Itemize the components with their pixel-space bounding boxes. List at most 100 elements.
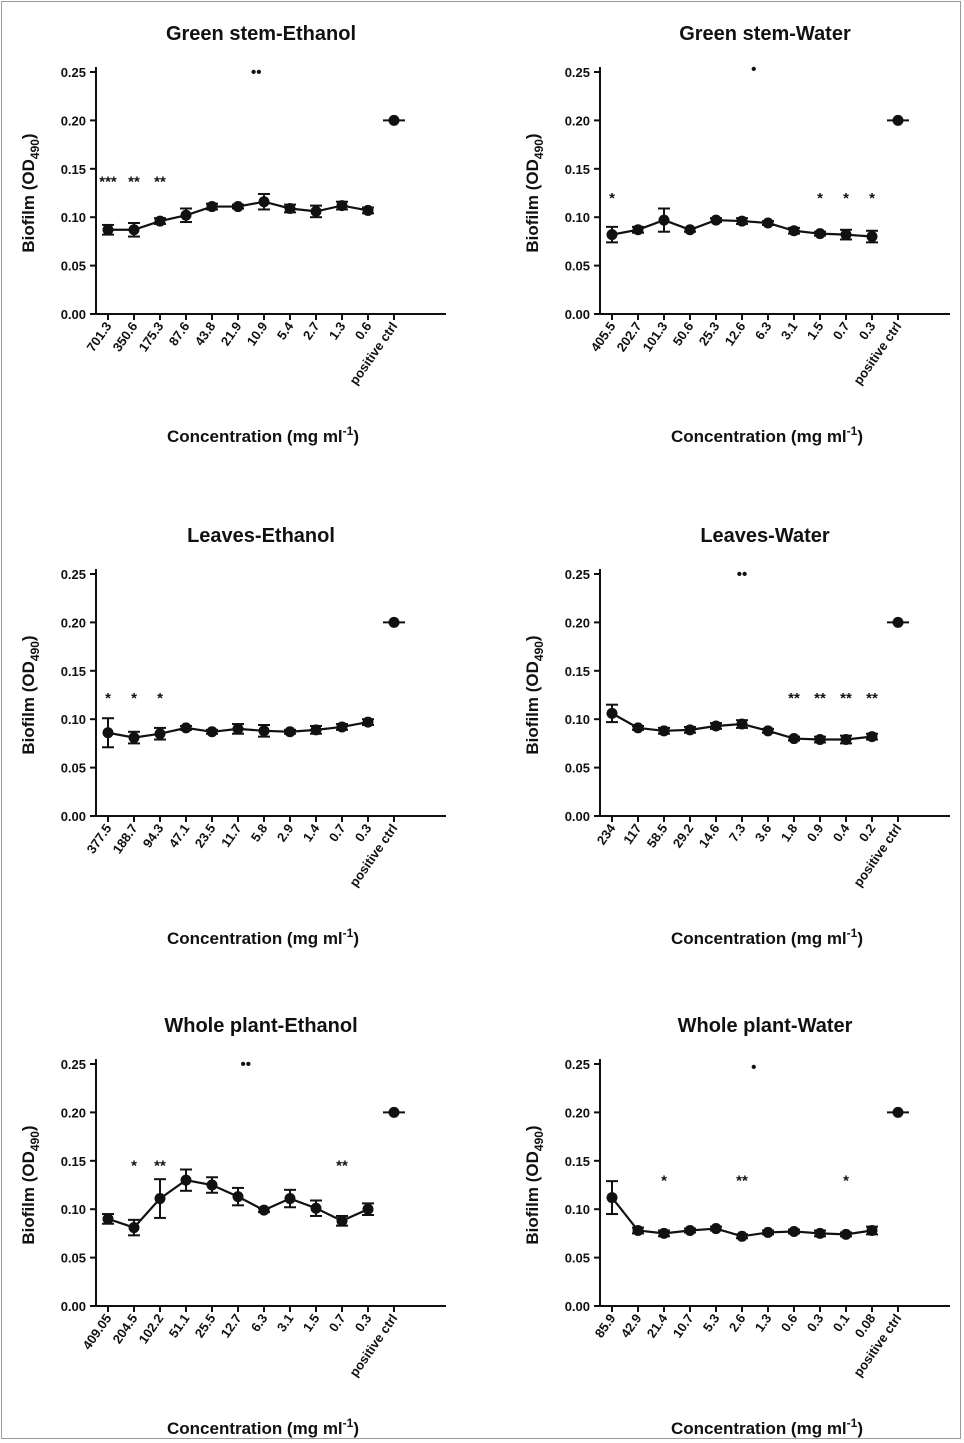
x-axis-label-superscript: -1 [343, 424, 354, 438]
x-tick-label: 1.3 [752, 1311, 775, 1334]
x-axis-label: Concentration (mg ml-1) [671, 1416, 863, 1438]
data-point [336, 200, 348, 212]
x-tick-label: 12.6 [722, 319, 749, 348]
x-tick-label: 94.3 [140, 821, 167, 850]
data-point [762, 725, 774, 737]
data-point [632, 1224, 644, 1236]
chart-panel-5: Whole plant-Ethanol 0.00 0.05 0.10 0.15 0.20 0… [19, 1015, 446, 1438]
data-point [632, 722, 644, 734]
y-tick-label: 0.10 [61, 1202, 86, 1217]
x-axis-label-superscript: -1 [343, 926, 354, 940]
y-tick-label: 0.25 [565, 567, 590, 582]
positive-ctrl-point [892, 1106, 904, 1118]
x-tick-label: 102.2 [136, 1311, 167, 1346]
y-axis-label-subscript: 490 [28, 139, 42, 159]
significance-marker: ** [736, 1172, 748, 1189]
significance-marker: • [751, 1059, 756, 1076]
significance-marker: •• [737, 566, 748, 583]
significance-marker: * [843, 190, 849, 207]
x-axis-label: Concentration (mg ml-1) [671, 926, 863, 948]
x-tick-label: 202.7 [614, 319, 645, 354]
data-point [632, 224, 644, 236]
x-tick-label: 85.9 [592, 1311, 619, 1340]
data-point [154, 215, 166, 227]
x-axis-label-superscript: -1 [847, 1416, 858, 1430]
y-tick-label: 0.20 [61, 615, 86, 630]
x-tick-label: 0.2 [856, 821, 879, 844]
data-point [154, 1193, 166, 1205]
x-axis-label: Concentration (mg ml-1) [167, 926, 359, 948]
x-tick-label: 377.5 [84, 821, 115, 856]
data-point [232, 201, 244, 213]
data-point [814, 734, 826, 746]
y-tick-label: 0.20 [565, 113, 590, 128]
x-tick-label: 0.1 [830, 1311, 853, 1334]
y-tick-label: 0.10 [565, 1202, 590, 1217]
y-tick-label: 0.25 [61, 1057, 86, 1072]
x-tick-label: 1.5 [804, 319, 827, 342]
y-axis-label: Biofilm (OD490) [19, 133, 42, 252]
significance-marker: * [869, 190, 875, 207]
y-tick-label: 0.05 [565, 1251, 590, 1266]
significance-marker: •• [251, 64, 262, 81]
x-axis-label: Concentration (mg ml-1) [671, 424, 863, 446]
significance-marker: * [843, 1172, 849, 1189]
chart-panel-6: Whole plant-Water 0.00 0.05 0.10 0.15 0.20 0.2… [523, 1015, 950, 1438]
data-point [154, 728, 166, 740]
y-tick-label: 0.25 [565, 65, 590, 80]
data-point [788, 1225, 800, 1237]
x-tick-label: 47.1 [166, 821, 193, 850]
significance-marker: •• [241, 1056, 252, 1073]
x-tick-label: 10.9 [244, 319, 271, 348]
y-axis-label-text: Biofilm (OD [523, 1151, 542, 1245]
x-axis-label-text: Concentration (mg ml [167, 929, 343, 948]
data-point [362, 204, 374, 216]
data-point [102, 727, 114, 739]
x-tick-label: 87.6 [166, 319, 193, 348]
x-tick-label: 21.4 [644, 1310, 671, 1340]
data-point [814, 228, 826, 240]
x-tick-label: 43.8 [192, 319, 219, 348]
data-point [814, 1227, 826, 1239]
data-point [658, 1227, 670, 1239]
data-point [180, 1174, 192, 1186]
y-tick-label: 0.15 [61, 1154, 86, 1169]
significance-marker: ** [154, 173, 166, 190]
chart-title: Whole plant-Water [678, 1015, 853, 1037]
data-point [128, 1222, 140, 1234]
y-tick-label: 0.20 [565, 1105, 590, 1120]
data-point [658, 214, 670, 226]
y-tick-label: 0.15 [565, 664, 590, 679]
x-axis-label-tail: ) [353, 929, 359, 948]
x-tick-label: 5.8 [248, 821, 271, 844]
y-axis-label-text: Biofilm (OD [19, 159, 38, 253]
y-axis-label-subscript: 490 [532, 139, 546, 159]
y-axis-label: Biofilm (OD490) [19, 1125, 42, 1244]
x-axis-label-tail: ) [353, 1419, 359, 1438]
y-tick-label: 0.00 [61, 1299, 86, 1314]
data-point [362, 716, 374, 728]
y-tick-label: 0.00 [61, 307, 86, 322]
significance-marker: ** [814, 690, 826, 707]
data-point [102, 224, 114, 236]
x-tick-label: 6.3 [752, 319, 775, 342]
x-tick-label: 0.3 [352, 821, 375, 844]
chart-title: Leaves-Ethanol [187, 525, 335, 547]
chart-panel-3: Leaves-Ethanol 0.00 0.05 0.10 0.15 0.20 0.25 37… [19, 525, 446, 948]
y-axis-label-text: Biofilm (OD [523, 159, 542, 253]
data-point [710, 720, 722, 732]
x-tick-label: 101.3 [640, 319, 671, 354]
y-tick-label: 0.00 [565, 307, 590, 322]
data-point [258, 1204, 270, 1216]
positive-ctrl-point [388, 616, 400, 628]
x-tick-label: 234 [594, 820, 619, 847]
x-tick-label: 409.05 [79, 1311, 114, 1352]
chart-panel-2: Green stem-Water 0.00 0.05 0.10 0.15 0.20 0.25… [523, 23, 950, 446]
chart-title: Green stem-Ethanol [166, 23, 356, 45]
data-point [180, 722, 192, 734]
x-tick-label: 51.1 [166, 1311, 193, 1340]
data-point [840, 734, 852, 746]
data-point [606, 1192, 618, 1204]
x-tick-label: 10.7 [670, 1311, 697, 1340]
